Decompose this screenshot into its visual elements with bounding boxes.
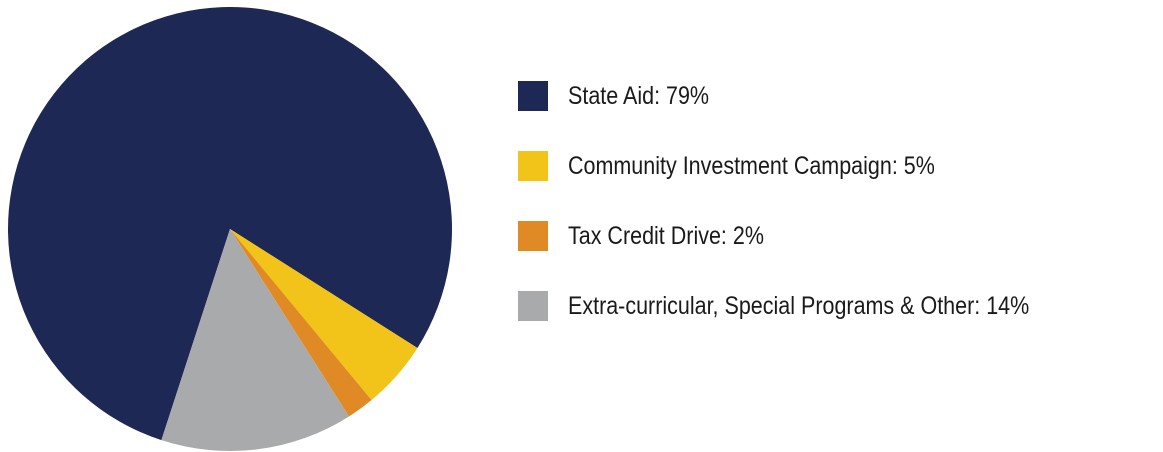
chart-legend: State Aid: 79% Community Investment Camp… [518,72,1158,352]
pie-slice-state-aid [8,6,453,441]
pie-slice-extra-curricular-special-programs-other [161,229,349,451]
legend-swatch-community-investment-campaign [518,151,548,181]
legend-item-extra-curricular-special-programs-other: Extra-curricular, Special Programs & Oth… [518,282,1158,330]
legend-item-tax-credit-drive: Tax Credit Drive: 2% [518,212,1158,260]
pie-chart [8,6,453,451]
pie-slice-community-investment-campaign [230,229,418,401]
pie-slice-tax-credit-drive [230,229,372,417]
legend-swatch-extra-curricular-special-programs-other [518,291,548,321]
legend-item-state-aid: State Aid: 79% [518,72,1158,120]
legend-label-state-aid: State Aid: 79% [568,82,710,110]
legend-swatch-tax-credit-drive [518,221,548,251]
legend-label-community-investment-campaign: Community Investment Campaign: 5% [568,152,935,180]
legend-item-community-investment-campaign: Community Investment Campaign: 5% [518,142,1158,190]
legend-swatch-state-aid [518,81,548,111]
legend-label-extra-curricular-special-programs-other: Extra-curricular, Special Programs & Oth… [568,292,1030,320]
legend-label-tax-credit-drive: Tax Credit Drive: 2% [568,222,764,250]
